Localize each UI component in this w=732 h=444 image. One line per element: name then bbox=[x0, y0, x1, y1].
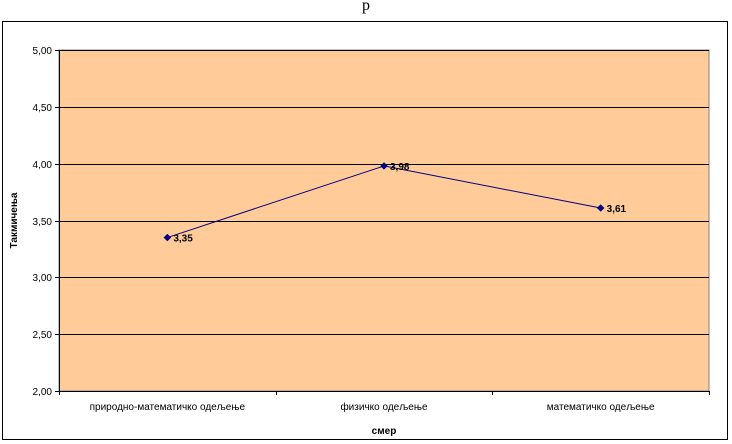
x-tick-label: математичко одељење bbox=[547, 402, 655, 413]
line-chart: 2,00 2,50 3,00 3,50 4,00 4,50 5,00 природно-ма… bbox=[9, 46, 710, 437]
data-labels-group: 3,35 3,98 3,61 bbox=[173, 162, 626, 245]
y-tick-label: 3,00 bbox=[33, 273, 53, 284]
series-group bbox=[163, 162, 605, 242]
data-label: 3,35 bbox=[173, 234, 193, 245]
y-tick-label: 4,50 bbox=[33, 103, 53, 114]
x-axis-title: смер bbox=[372, 426, 397, 437]
x-axis-ticks: природно-математичко одељење физичко одељ… bbox=[59, 391, 710, 413]
data-label: 3,61 bbox=[607, 204, 627, 215]
y-tick-label: 4,00 bbox=[33, 160, 53, 171]
data-point-marker bbox=[596, 204, 605, 212]
y-tick-label: 2,50 bbox=[33, 330, 53, 341]
data-label: 3,98 bbox=[390, 162, 410, 173]
x-tick-label: физичко одељење bbox=[340, 401, 428, 413]
y-axis-title: Такмичења bbox=[9, 192, 20, 248]
plot-area bbox=[58, 49, 710, 392]
y-tick-label: 3,50 bbox=[33, 217, 53, 228]
x-tick-label: природно-математичко одељење bbox=[90, 402, 246, 413]
y-axis-ticks: 2,00 2,50 3,00 3,50 4,00 4,50 5,00 bbox=[33, 46, 59, 398]
page-title: р bbox=[362, 0, 370, 14]
y-tick-label: 2,00 bbox=[33, 387, 53, 398]
axes bbox=[59, 50, 709, 392]
y-tick-label: 5,00 bbox=[33, 46, 53, 57]
chart-area: 2,00 2,50 3,00 3,50 4,00 4,50 5,00 природно-ма… bbox=[2, 21, 728, 440]
gridlines bbox=[59, 50, 709, 335]
data-point-marker bbox=[380, 162, 388, 170]
data-point-marker bbox=[163, 233, 172, 242]
